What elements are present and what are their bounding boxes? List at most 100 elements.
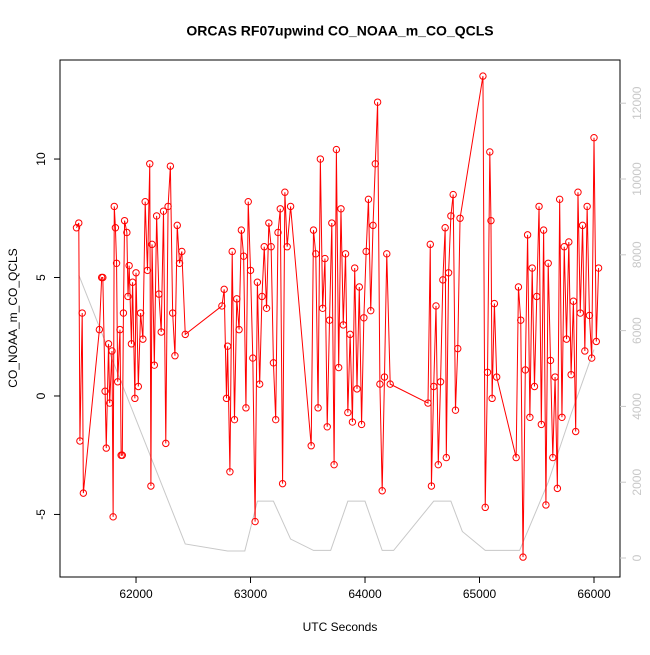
data-point [132, 269, 140, 277]
data-point [283, 243, 291, 251]
data-point [348, 418, 357, 426]
data-point [118, 451, 126, 459]
data-point [108, 347, 116, 355]
data-point [533, 292, 541, 301]
data-point [136, 309, 145, 317]
data-point [442, 453, 451, 462]
data-point [181, 330, 189, 339]
data-line [76, 76, 600, 558]
data-point [141, 197, 149, 206]
data-point [114, 378, 122, 386]
data-point [111, 224, 120, 232]
data-point [120, 216, 129, 225]
data-point [456, 214, 464, 222]
data-point [164, 202, 172, 211]
data-point [581, 347, 589, 355]
data-point [487, 216, 495, 225]
data-point [95, 325, 104, 334]
data-point [226, 468, 234, 476]
data-point [574, 188, 582, 196]
data-point [583, 202, 591, 211]
data-point [307, 442, 315, 450]
data-point [220, 285, 228, 294]
data-point [481, 503, 489, 512]
data-point [514, 283, 523, 291]
data-point [351, 264, 359, 272]
data-point [237, 226, 246, 234]
data-point [549, 453, 557, 462]
data-point [569, 297, 578, 305]
y2-tick-label: 4000 [630, 393, 644, 420]
data-point [152, 212, 161, 220]
data-point [357, 420, 366, 429]
data-point [523, 231, 532, 239]
data-point [449, 190, 457, 199]
data-point [517, 316, 525, 324]
data-point [576, 309, 584, 317]
data-point [526, 413, 534, 422]
plot-frame [59, 59, 621, 578]
data-point [578, 221, 587, 230]
data-point [386, 380, 394, 388]
data-point [535, 202, 543, 211]
data-point [346, 330, 354, 339]
x-axis-label: UTC Seconds [303, 620, 378, 634]
data-point [353, 385, 361, 393]
data-point [105, 399, 114, 407]
data-point [123, 228, 131, 237]
data-point [116, 325, 124, 334]
data-point [488, 394, 496, 403]
data-point [558, 413, 566, 422]
y-axis-label: CO_NOAA_m_CO_QCLS [6, 248, 20, 387]
data-point [223, 342, 232, 350]
data-point [553, 484, 562, 493]
data-point [594, 264, 603, 272]
data-point [376, 380, 384, 388]
x-tick-label: 63000 [234, 587, 268, 601]
data-point [318, 304, 327, 313]
data-point [147, 482, 155, 490]
data-point [337, 205, 345, 213]
data-point [99, 273, 107, 282]
x-tick-label: 66000 [577, 587, 611, 601]
data-point [131, 394, 139, 403]
data-point [378, 487, 386, 495]
data-point [235, 325, 243, 334]
data-point [309, 226, 318, 234]
data-point [267, 243, 275, 251]
data-point [222, 394, 231, 403]
data-point [544, 259, 552, 267]
data-point [155, 290, 163, 298]
data-point [76, 437, 84, 445]
data-point [479, 72, 487, 80]
x-tick-label: 62000 [119, 587, 153, 601]
data-point [168, 309, 177, 317]
data-point [542, 501, 550, 509]
data-point [175, 259, 184, 267]
data-point [454, 344, 462, 353]
data-point [159, 207, 168, 215]
data-point [339, 321, 347, 329]
data-point [230, 415, 239, 424]
data-point [434, 460, 442, 469]
data-point [369, 221, 377, 230]
data-point [364, 195, 373, 204]
data-point [567, 370, 575, 379]
data-point [451, 406, 460, 414]
y2-tick-label: 0 [630, 554, 644, 561]
data-point [262, 304, 271, 313]
x-tick-label: 65000 [463, 587, 497, 601]
data-point [102, 444, 110, 452]
data-line [78, 274, 595, 552]
data-point [218, 302, 226, 310]
y-tick-label: 5 [34, 274, 48, 281]
data-point [330, 460, 338, 469]
data-point [565, 238, 573, 246]
y-tick-label: 0 [34, 392, 48, 399]
data-point [269, 359, 278, 367]
data-point [325, 316, 334, 324]
y-tick-label: -5 [34, 509, 48, 520]
data-point [441, 224, 449, 232]
chart-title: ORCAS RF07upwind CO_NOAA_m_CO_QCLS [186, 23, 493, 39]
